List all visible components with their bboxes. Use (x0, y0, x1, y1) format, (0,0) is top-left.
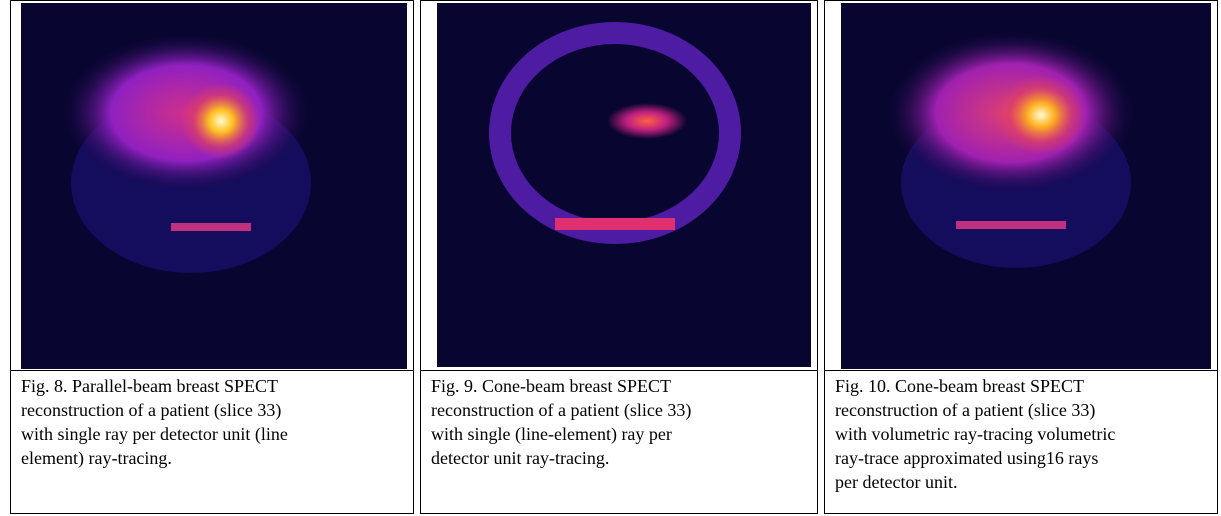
figure-cell: Fig. 9. Cone-beam breast SPECT reconstruc… (420, 0, 818, 514)
caption-line: reconstruction of a patient (slice 33) (21, 400, 282, 420)
caption-line: element) ray-tracing. (21, 448, 172, 468)
reconstruction-image (21, 3, 407, 369)
caption-line: with volumetric ray-tracing volumetric (835, 424, 1116, 444)
caption-line: per detector unit. (835, 472, 958, 492)
caption-line: Fig. 9. Cone-beam breast SPECT (431, 376, 671, 396)
caption: Fig. 8. Parallel-beam breast SPECT recons… (11, 370, 413, 470)
caption-line: ray-trace approximated using16 rays (835, 448, 1099, 468)
figure-cell: Fig. 10. Cone-beam breast SPECT reconstru… (824, 0, 1218, 514)
caption: Fig. 10. Cone-beam breast SPECT reconstru… (825, 370, 1217, 494)
caption-line: reconstruction of a patient (slice 33) (431, 400, 692, 420)
reconstruction-image (437, 3, 811, 367)
caption-line: Fig. 8. Parallel-beam breast SPECT (21, 376, 278, 396)
caption-line: detector unit ray-tracing. (431, 448, 610, 468)
caption: Fig. 9. Cone-beam breast SPECT reconstruc… (421, 370, 817, 470)
caption-line: with single (line-element) ray per (431, 424, 672, 444)
caption-line: with single ray per detector unit (line (21, 424, 288, 444)
caption-line: reconstruction of a patient (slice 33) (835, 400, 1096, 420)
reconstruction-image (841, 3, 1211, 369)
figure-cell: Fig. 8. Parallel-beam breast SPECT recons… (10, 0, 414, 514)
caption-line: Fig. 10. Cone-beam breast SPECT (835, 376, 1084, 396)
